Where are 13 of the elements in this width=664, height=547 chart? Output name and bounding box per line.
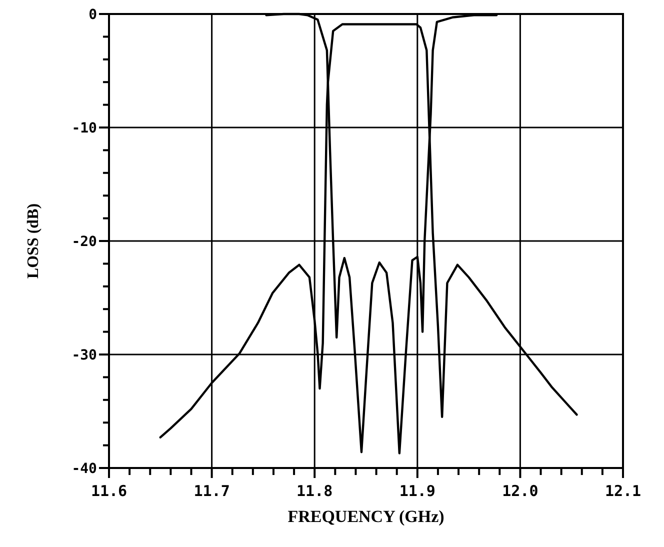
x-axis-title: FREQUENCY (GHz): [288, 507, 444, 526]
y-tick-label: 0: [88, 7, 97, 23]
x-tick-label: 11.9: [399, 482, 436, 500]
y-tick-label: -30: [72, 348, 97, 364]
x-tick-label: 12.0: [502, 482, 538, 500]
x-tick-label: 12.1: [604, 482, 642, 500]
y-tick-label: -10: [72, 120, 97, 136]
y-tick-label: -40: [72, 461, 97, 477]
x-tick-label: 11.7: [194, 482, 230, 500]
y-axis-title: LOSS (dB): [25, 203, 42, 279]
x-tick-label: 11.8: [296, 482, 333, 500]
x-tick-label: 11.6: [90, 482, 128, 500]
y-tick-label: -20: [72, 234, 97, 250]
